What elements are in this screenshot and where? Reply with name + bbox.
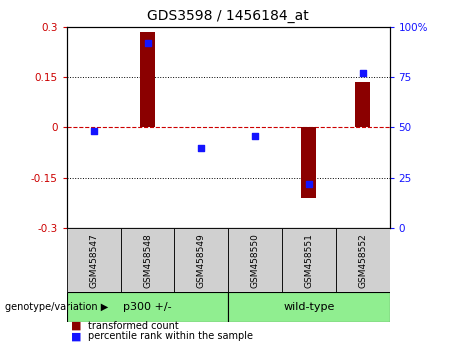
Text: ■: ■: [71, 331, 82, 341]
Text: GSM458550: GSM458550: [251, 233, 260, 288]
Bar: [67, 292, 228, 322]
Title: GDS3598 / 1456184_at: GDS3598 / 1456184_at: [148, 9, 309, 23]
Bar: [282, 228, 336, 292]
Point: [305, 181, 313, 187]
Text: percentile rank within the sample: percentile rank within the sample: [88, 331, 253, 341]
Bar: [121, 228, 174, 292]
Bar: [355, 82, 370, 127]
Bar: [301, 127, 316, 198]
Text: ■: ■: [71, 321, 82, 331]
Point: [251, 133, 259, 138]
Text: GSM458552: GSM458552: [358, 233, 367, 287]
Text: transformed count: transformed count: [88, 321, 178, 331]
Point: [198, 145, 205, 150]
Bar: [228, 292, 390, 322]
Text: p300 +/-: p300 +/-: [123, 302, 172, 312]
Text: GSM458548: GSM458548: [143, 233, 152, 287]
Bar: [67, 228, 121, 292]
Point: [90, 129, 97, 134]
Text: wild-type: wild-type: [283, 302, 335, 312]
Bar: [140, 32, 155, 127]
Bar: [228, 228, 282, 292]
Text: genotype/variation ▶: genotype/variation ▶: [5, 302, 108, 312]
Text: GSM458547: GSM458547: [89, 233, 98, 287]
Point: [359, 70, 366, 76]
Bar: [174, 228, 228, 292]
Bar: [336, 228, 390, 292]
Text: GSM458551: GSM458551: [304, 233, 313, 288]
Point: [144, 40, 151, 46]
Text: GSM458549: GSM458549: [197, 233, 206, 287]
